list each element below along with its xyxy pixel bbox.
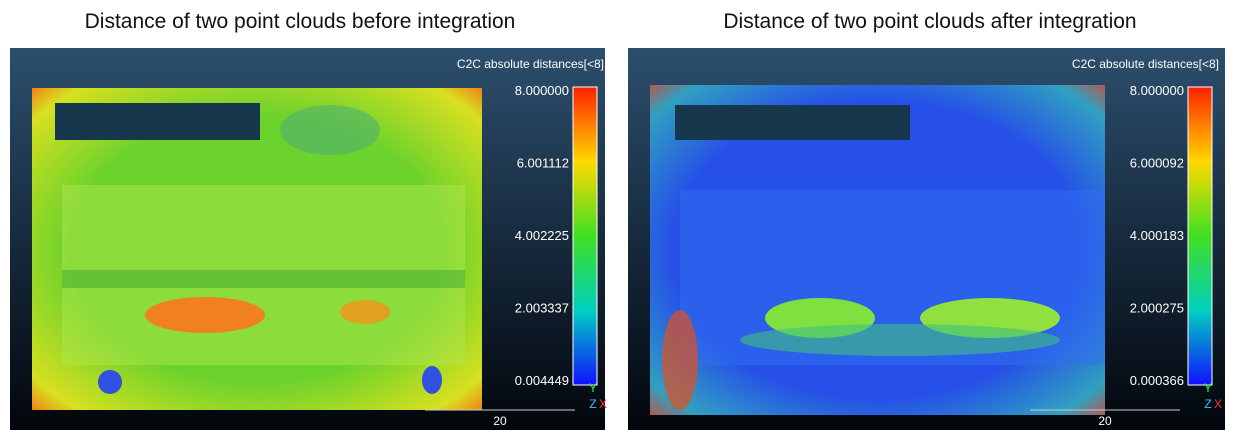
colorbar-tick: 0.004449 xyxy=(515,373,569,388)
axis-label: Y xyxy=(589,381,597,395)
scale-label: 20 xyxy=(1098,414,1112,428)
scalar-field-name: C2C absolute distances[<8] xyxy=(457,57,604,71)
colorbar-tick: 2.000275 xyxy=(1130,301,1184,316)
figure: Distance of two point clouds before inte… xyxy=(0,0,1233,430)
panel-title: Distance of two point clouds after integ… xyxy=(723,10,1136,33)
scalar-field-name: C2C absolute distances[<8] xyxy=(1072,57,1219,71)
colorbar-tick: 6.001112 xyxy=(517,156,569,171)
axis-label: X xyxy=(1214,397,1222,411)
axis-label: Y xyxy=(1204,381,1212,395)
axis-label: Z xyxy=(1204,397,1211,411)
axis-label: X xyxy=(599,397,607,411)
colorbar-tick: 8.000000 xyxy=(515,83,569,98)
colorbar-tick: 4.000183 xyxy=(1130,228,1184,243)
panel-title: Distance of two point clouds before inte… xyxy=(85,10,516,33)
colorbar-tick: 8.000000 xyxy=(1130,83,1184,98)
colorbar-tick: 0.000366 xyxy=(1130,373,1184,388)
colorbar-tick: 4.002225 xyxy=(515,228,569,243)
axis-label: Z xyxy=(589,397,596,411)
colorbar-tick: 6.000092 xyxy=(1130,156,1184,171)
colorbar-tick: 2.003337 xyxy=(515,301,569,316)
scale-label: 20 xyxy=(493,414,507,428)
